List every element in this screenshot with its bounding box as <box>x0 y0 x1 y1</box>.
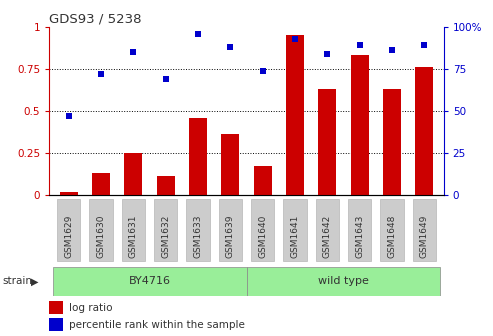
FancyBboxPatch shape <box>246 267 440 296</box>
Point <box>226 44 234 50</box>
Text: GSM1640: GSM1640 <box>258 215 267 258</box>
Point <box>323 51 331 56</box>
Text: GDS93 / 5238: GDS93 / 5238 <box>49 13 142 26</box>
Text: GSM1643: GSM1643 <box>355 215 364 258</box>
Bar <box>286 35 304 195</box>
FancyBboxPatch shape <box>219 199 242 261</box>
Text: GSM1641: GSM1641 <box>290 215 299 258</box>
Text: GSM1629: GSM1629 <box>64 215 73 258</box>
Point <box>97 71 105 77</box>
Bar <box>189 118 207 195</box>
Bar <box>383 89 401 195</box>
Text: ▶: ▶ <box>31 277 38 286</box>
Bar <box>351 55 369 195</box>
Bar <box>254 166 272 195</box>
Text: percentile rank within the sample: percentile rank within the sample <box>69 320 245 330</box>
Text: GSM1633: GSM1633 <box>194 215 203 258</box>
Bar <box>157 176 175 195</box>
Point <box>356 43 364 48</box>
Point <box>162 76 170 82</box>
Text: GSM1649: GSM1649 <box>420 215 429 258</box>
Bar <box>49 318 63 331</box>
Text: GSM1648: GSM1648 <box>387 215 396 258</box>
Text: log ratio: log ratio <box>69 303 112 313</box>
Point <box>129 49 137 55</box>
FancyBboxPatch shape <box>380 199 404 261</box>
Bar <box>92 173 110 195</box>
FancyBboxPatch shape <box>283 199 307 261</box>
Point <box>194 31 202 36</box>
FancyBboxPatch shape <box>413 199 436 261</box>
FancyBboxPatch shape <box>186 199 210 261</box>
FancyBboxPatch shape <box>53 267 246 296</box>
FancyBboxPatch shape <box>348 199 371 261</box>
Text: GSM1639: GSM1639 <box>226 215 235 258</box>
FancyBboxPatch shape <box>122 199 145 261</box>
Bar <box>318 89 336 195</box>
Bar <box>416 67 433 195</box>
Bar <box>124 153 142 195</box>
FancyBboxPatch shape <box>154 199 177 261</box>
FancyBboxPatch shape <box>89 199 113 261</box>
Point <box>259 68 267 73</box>
Text: wild type: wild type <box>318 277 369 286</box>
Text: GSM1642: GSM1642 <box>323 215 332 258</box>
Bar <box>49 301 63 314</box>
Text: GSM1632: GSM1632 <box>161 215 170 258</box>
Point <box>65 113 72 119</box>
FancyBboxPatch shape <box>57 199 80 261</box>
FancyBboxPatch shape <box>316 199 339 261</box>
Point <box>388 48 396 53</box>
Point <box>421 43 428 48</box>
Bar <box>60 192 77 195</box>
Text: GSM1630: GSM1630 <box>97 215 106 258</box>
FancyBboxPatch shape <box>251 199 274 261</box>
Text: GSM1631: GSM1631 <box>129 215 138 258</box>
Text: strain: strain <box>2 277 33 286</box>
Bar <box>221 134 239 195</box>
Point <box>291 36 299 41</box>
Text: BY4716: BY4716 <box>129 277 171 286</box>
